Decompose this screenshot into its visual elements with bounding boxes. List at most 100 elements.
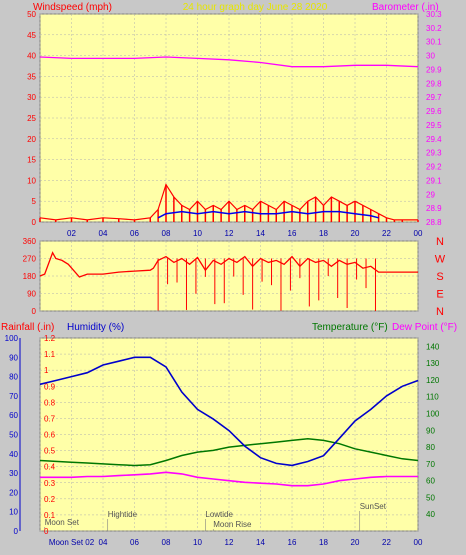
windspeed-tick-label: 0 [32, 218, 37, 227]
direction-tick-label: 180 [23, 272, 37, 281]
windspeed-tick-label: 50 [27, 10, 36, 19]
wind-direction-line [39, 251, 418, 278]
annotation-label: Moon Rise [213, 520, 252, 529]
annotation-label: SunSet [360, 502, 387, 511]
rainfall-tick-label: 0.9 [44, 382, 56, 391]
compass-label: N [436, 236, 444, 248]
rainfall-tick-label: 1.2 [44, 334, 56, 343]
barometer-tick-label: 29.2 [426, 163, 442, 172]
rainfall-tick-label: 0.5 [44, 447, 56, 456]
temperature-tick-label: 80 [426, 443, 435, 452]
humidity-tick-label: 60 [9, 411, 18, 420]
x-tick-label: 14 [256, 229, 265, 238]
humidity-tick-label: 70 [9, 392, 18, 401]
rainfall-axis-label: Rainfall (.in) [1, 322, 54, 333]
direction-tick-label: 270 [23, 255, 37, 264]
humidity-tick-label: 50 [9, 431, 18, 440]
rainfall-tick-label: 0.3 [44, 479, 56, 488]
chart-title: 24 hour graph day June 28 2020 [183, 2, 328, 13]
bottom-x-tick-label: 20 [351, 538, 360, 547]
bottom-x-tick-label: 08 [162, 538, 171, 547]
humidity-tick-label: 90 [9, 353, 18, 362]
temperature-tick-label: 70 [426, 460, 435, 469]
bottom-x-tick-label: 16 [288, 538, 297, 547]
bottom-x-tick-label: 00 [414, 538, 423, 547]
humidity-tick-label: 20 [9, 488, 18, 497]
barometer-tick-label: 30.2 [426, 24, 442, 33]
barometer-tick-label: 30 [426, 52, 435, 61]
barometer-tick-label: 29.1 [426, 176, 442, 185]
humidity-tick-label: 80 [9, 373, 18, 382]
rainfall-tick-label: 0.6 [44, 431, 56, 440]
x-tick-label: 08 [162, 229, 171, 238]
compass-label: E [436, 289, 443, 301]
windspeed-tick-label: 45 [27, 31, 36, 40]
rainfall-tick-label: 0 [44, 527, 49, 536]
bottom-x-tick-label: 10 [193, 538, 202, 547]
compass-label: S [436, 271, 443, 283]
windspeed-tick-label: 35 [27, 72, 36, 81]
barometer-tick-label: 29 [426, 190, 435, 199]
windspeed-tick-label: 10 [27, 176, 36, 185]
windspeed-tick-label: 25 [27, 114, 36, 123]
annotation-label: Lowtide [205, 510, 233, 519]
direction-tick-label: 360 [23, 237, 37, 246]
x-tick-label: 10 [193, 229, 202, 238]
temperature-tick-label: 140 [426, 342, 440, 351]
x-tick-label: 06 [130, 229, 139, 238]
bottom-x-tick-label: 18 [319, 538, 328, 547]
temperature-tick-label: 120 [426, 376, 440, 385]
humidity-line [39, 356, 419, 467]
x-tick-label: 12 [225, 229, 234, 238]
temperature-axis-label: Temperature (°F) [312, 322, 388, 333]
direction-tick-label: 0 [32, 307, 37, 316]
gust-line [157, 210, 379, 219]
barometer-tick-label: 28.8 [426, 218, 442, 227]
bottom-x-tick-label: 04 [99, 538, 108, 547]
barometer-tick-label: 29.7 [426, 93, 442, 102]
temperature-tick-label: 90 [426, 426, 435, 435]
rainfall-tick-label: 0.8 [44, 398, 56, 407]
x-tick-label: 00 [414, 229, 423, 238]
barometer-line [39, 56, 419, 68]
x-tick-label: 18 [319, 229, 328, 238]
humidity-tick-label: 40 [9, 450, 18, 459]
barometer-tick-label: 29.5 [426, 121, 442, 130]
bottom-x-tick-label: 06 [130, 538, 139, 547]
x-tick-label: 04 [99, 229, 108, 238]
rainfall-tick-label: 0.1 [44, 511, 56, 520]
temperature-tick-label: 110 [426, 393, 439, 402]
bottom-x-tick-label: 22 [382, 538, 391, 547]
rainfall-tick-label: 0.7 [44, 414, 56, 423]
temperature-tick-label: 130 [426, 359, 440, 368]
x-tick-label: 20 [351, 229, 360, 238]
temperature-tick-label: 100 [426, 410, 440, 419]
barometer-tick-label: 29.4 [426, 135, 442, 144]
x-tick-label: 22 [382, 229, 391, 238]
humidity-tick-label: 0 [14, 527, 19, 536]
temperature-tick-label: 60 [426, 477, 435, 486]
rainfall-tick-label: 1 [44, 366, 49, 375]
barometer-tick-label: 29.3 [426, 149, 442, 158]
barometer-tick-label: 30.1 [426, 38, 442, 47]
dewpoint-line [40, 471, 418, 487]
humidity-tick-label: 100 [5, 334, 19, 343]
temperature-tick-label: 50 [426, 493, 435, 502]
windspeed-tick-label: 5 [32, 197, 37, 206]
bottom-x-tick-label: 14 [256, 538, 265, 547]
bottom-x-tick-label: Moon Set 02 [49, 538, 95, 547]
rainfall-tick-label: 0.4 [44, 463, 56, 472]
compass-label: N [436, 306, 444, 318]
barometer-tick-label: 28.9 [426, 204, 442, 213]
humidity-axis-label: Humidity (%) [67, 322, 124, 333]
temperature-line [39, 437, 419, 467]
windspeed-tick-label: 30 [27, 93, 36, 102]
barometer-axis-label: Barometer (.in) [372, 2, 439, 13]
rainfall-tick-label: 1.1 [44, 350, 56, 359]
humidity-tick-label: 30 [9, 469, 18, 478]
annotation-label: Moon Set [45, 518, 80, 527]
barometer-tick-label: 29.6 [426, 107, 442, 116]
temperature-tick-label: 40 [426, 510, 435, 519]
direction-tick-label: 90 [27, 290, 36, 299]
